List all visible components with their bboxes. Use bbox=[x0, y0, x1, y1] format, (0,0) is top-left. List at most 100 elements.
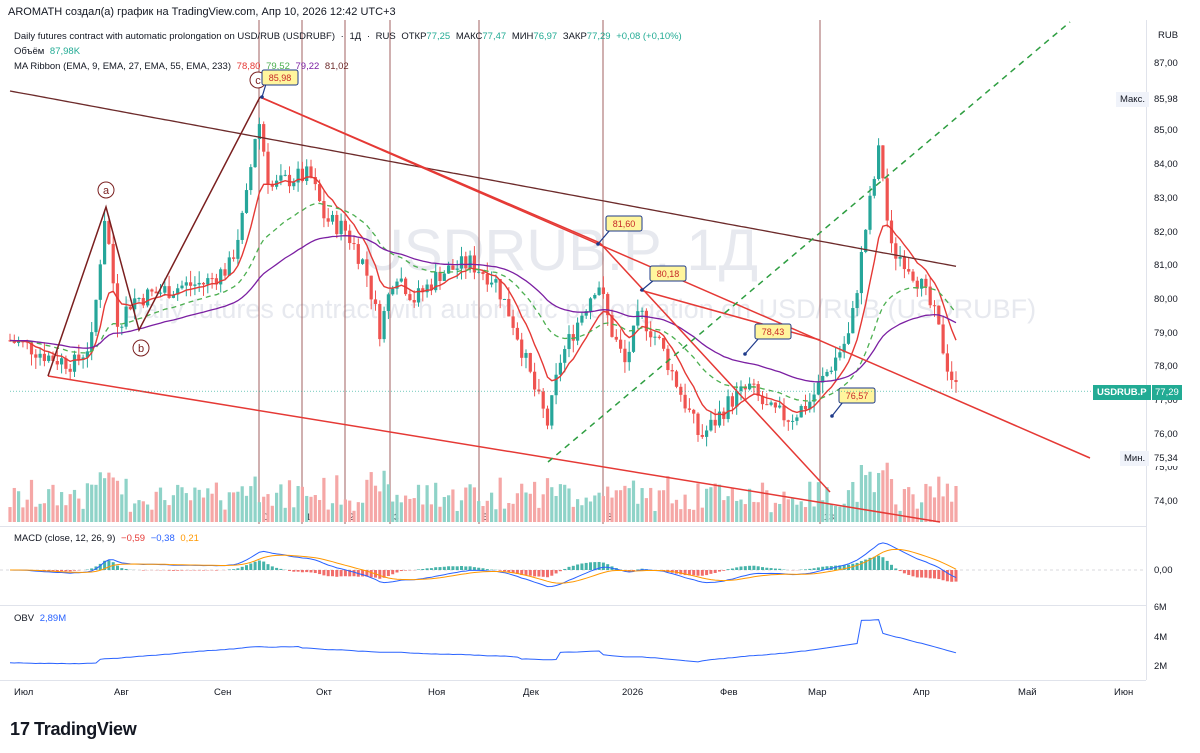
price-flag[interactable] bbox=[605, 215, 643, 232]
candle-body bbox=[232, 257, 236, 259]
candle-body bbox=[468, 255, 472, 269]
candle-body bbox=[34, 354, 38, 358]
volume-bar bbox=[98, 472, 102, 522]
macd-hist-bar bbox=[533, 570, 537, 577]
macd-hist-bar bbox=[305, 570, 309, 573]
timeline-month: Мар bbox=[808, 687, 827, 698]
macd-hist-bar bbox=[859, 561, 863, 570]
price-flag[interactable] bbox=[754, 323, 792, 340]
trendline[interactable] bbox=[599, 242, 831, 493]
volume-bar bbox=[851, 481, 855, 522]
candle-body bbox=[253, 139, 257, 168]
volume-bar bbox=[524, 492, 528, 522]
macd-hist-bar bbox=[275, 567, 279, 570]
volume-bar bbox=[236, 491, 240, 522]
obv-tick-6m: 6M bbox=[1154, 602, 1167, 612]
price-chart[interactable]: USDRUB.P, 1Д Daily futures contract with… bbox=[0, 0, 1146, 680]
macd-hist-bar bbox=[812, 568, 816, 570]
price-tick: 82,00 bbox=[1154, 226, 1178, 238]
price-flag[interactable] bbox=[649, 265, 687, 282]
macd-hist-bar bbox=[352, 570, 356, 577]
macd-hist-bar bbox=[761, 567, 764, 570]
macd-hist-bar bbox=[752, 565, 756, 570]
candle-body bbox=[356, 244, 360, 264]
volume-bar bbox=[72, 489, 77, 522]
volume-bar bbox=[515, 493, 519, 522]
candle-body bbox=[713, 419, 717, 426]
dashed-trendline[interactable] bbox=[547, 21, 1071, 463]
volume-bar bbox=[412, 498, 416, 522]
tradingview-footer[interactable]: 17 TradingView bbox=[10, 716, 137, 742]
currency-label[interactable]: RUB bbox=[1158, 30, 1179, 41]
candle-body bbox=[683, 394, 687, 409]
candle-body bbox=[395, 281, 399, 289]
time-scale[interactable] bbox=[0, 680, 1146, 703]
symbol-legend[interactable]: Daily futures contract with automatic pr… bbox=[14, 31, 682, 42]
candle-body bbox=[619, 339, 623, 349]
volume-bar bbox=[782, 491, 786, 522]
macd-hist-bar bbox=[855, 562, 859, 570]
obv-legend[interactable]: OBV 2,89M bbox=[14, 613, 69, 624]
flag-anchor bbox=[743, 352, 747, 356]
volume-bar bbox=[631, 480, 636, 522]
candle-body bbox=[128, 306, 132, 310]
timeline-month: 2026 bbox=[622, 687, 644, 698]
volume-bar bbox=[502, 508, 507, 522]
trendline[interactable] bbox=[47, 375, 941, 523]
candle-body bbox=[520, 339, 524, 358]
volume-bar bbox=[137, 500, 141, 522]
macd-hist-bar bbox=[111, 562, 115, 570]
candle-body bbox=[300, 168, 304, 182]
candle-body bbox=[872, 179, 876, 196]
macd-hist-bar bbox=[894, 568, 898, 570]
macd-hist-bar bbox=[515, 570, 519, 574]
trendline[interactable] bbox=[259, 96, 601, 244]
candle-body bbox=[438, 271, 442, 281]
price-scale[interactable] bbox=[1146, 20, 1200, 680]
macd-hist-bar bbox=[915, 570, 919, 578]
price-flag-text: 80,18 bbox=[657, 269, 680, 279]
ma-ribbon-legend[interactable]: MA Ribbon (EMA, 9, EMA, 27, EMA, 55, EMA… bbox=[14, 61, 352, 72]
volume-bar bbox=[803, 507, 808, 522]
wave-marker[interactable] bbox=[97, 181, 115, 199]
macd-hist-bar bbox=[395, 570, 399, 573]
obv-tick-2m: 2M bbox=[1154, 661, 1168, 672]
macd-hist-bar bbox=[266, 564, 270, 570]
volume-bar bbox=[343, 499, 347, 522]
ma-v1: 78,80 bbox=[236, 61, 261, 72]
macd-hist-bar bbox=[558, 570, 562, 572]
candle-body bbox=[416, 288, 421, 303]
volume-bar bbox=[158, 487, 163, 522]
volume-bar bbox=[438, 506, 442, 522]
macd-panel-divider[interactable] bbox=[0, 526, 1146, 527]
macd-hist-bar bbox=[756, 566, 760, 570]
candle-body bbox=[563, 349, 567, 363]
change-value: +0,08 (+0,10%) bbox=[616, 31, 682, 42]
volume-bar bbox=[528, 493, 532, 522]
macd-legend[interactable]: MACD (close, 12, 26, 9) −0,59 −0,38 0,21 bbox=[14, 533, 202, 544]
volume-bar bbox=[90, 484, 94, 522]
volume-legend[interactable]: Объём 87,98K bbox=[14, 46, 83, 57]
macd-hist-bar bbox=[902, 570, 906, 574]
candle-body bbox=[829, 370, 833, 372]
price-flag[interactable] bbox=[838, 387, 876, 404]
macd-hist-bar bbox=[597, 561, 601, 570]
wave-polyline[interactable] bbox=[47, 96, 261, 377]
candle-body bbox=[700, 434, 704, 437]
volume-bar bbox=[945, 483, 949, 522]
volume-bar bbox=[77, 498, 81, 522]
volume-bar bbox=[103, 478, 107, 522]
candle-body bbox=[687, 408, 691, 410]
macd-hist-bar bbox=[73, 570, 76, 571]
wave-marker[interactable] bbox=[132, 339, 150, 357]
candle-body bbox=[12, 340, 16, 343]
macd-hist-bar bbox=[808, 568, 812, 570]
price-flag[interactable] bbox=[261, 69, 299, 86]
obv-panel-divider[interactable] bbox=[0, 605, 1146, 606]
macd-hist-bar bbox=[898, 570, 902, 572]
macd-hist-bar bbox=[249, 563, 253, 570]
macd-hist-bar bbox=[270, 566, 274, 570]
candle-body bbox=[778, 405, 782, 408]
candle-body bbox=[287, 174, 292, 187]
volume-bar bbox=[877, 472, 881, 522]
